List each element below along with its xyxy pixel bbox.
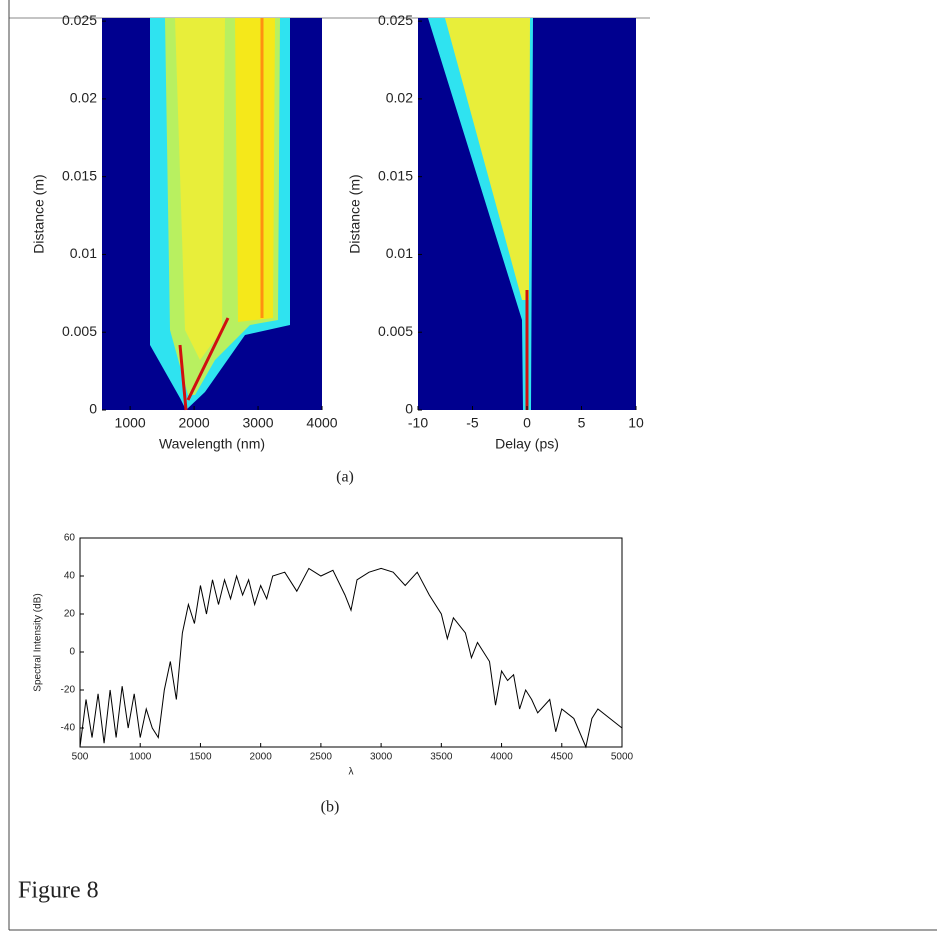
y-axis-label: Distance (m) [347, 174, 363, 253]
y-tick-label: -40 [61, 723, 76, 734]
y-tick-label: 40 [64, 571, 76, 582]
x-tick-label: -10 [408, 415, 428, 431]
x-tick-label: 2500 [310, 752, 333, 763]
y-tick-label: 0 [89, 401, 97, 417]
x-tick-label: 0 [523, 415, 531, 431]
x-tick-label: 1000 [129, 752, 152, 763]
y-tick-label: 0.005 [62, 323, 97, 339]
x-tick-label: 3500 [430, 752, 453, 763]
y-tick-label: 0.01 [386, 245, 413, 261]
y-tick-label: 0.015 [62, 167, 97, 183]
y-tick-label: 0 [405, 401, 413, 417]
caption: (b) [321, 799, 340, 816]
plot-frame [79, 537, 623, 748]
y-tick-label: 0.015 [378, 167, 413, 183]
x-tick-label: 3000 [370, 752, 393, 763]
x-tick-label: 5 [578, 415, 586, 431]
x-tick-label: 4500 [551, 752, 574, 763]
x-tick-label: 1000 [115, 415, 146, 431]
x-axis-label: Delay (ps) [495, 436, 559, 452]
x-tick-label: 2000 [179, 415, 210, 431]
y-tick-label: 0.02 [70, 90, 97, 106]
y-tick-label: 0.005 [378, 323, 413, 339]
x-tick-label: 500 [72, 752, 89, 763]
y-tick-label: 20 [64, 609, 76, 620]
x-axis-label: Wavelength (nm) [159, 436, 265, 452]
heatmap-image [102, 18, 322, 411]
y-tick-label: 0.02 [386, 90, 413, 106]
y-axis-label: Distance (m) [31, 174, 47, 253]
y-tick-label: 0.01 [70, 245, 97, 261]
x-tick-label: -5 [466, 415, 479, 431]
x-tick-label: 3000 [242, 415, 273, 431]
heatmap-image [418, 18, 636, 410]
x-tick-label: 1500 [189, 752, 212, 763]
y-tick-label: 0.025 [378, 12, 413, 28]
y-tick-label: 0 [69, 647, 75, 658]
spectrum-line [79, 567, 623, 749]
x-tick-label: 4000 [490, 752, 513, 763]
y-axis-label: Spectral Intensity (dB) [33, 593, 44, 691]
figure-label: Figure 8 [18, 878, 99, 904]
caption: (a) [336, 469, 354, 486]
y-tick-label: 60 [64, 533, 76, 544]
x-tick-label: 2000 [250, 752, 273, 763]
y-tick-label: -20 [61, 685, 76, 696]
x-tick-label: 4000 [306, 415, 337, 431]
x-tick-label: 5000 [611, 752, 634, 763]
y-tick-label: 0.025 [62, 12, 97, 28]
x-axis-label: λ [349, 767, 354, 778]
x-tick-label: 10 [628, 415, 644, 431]
